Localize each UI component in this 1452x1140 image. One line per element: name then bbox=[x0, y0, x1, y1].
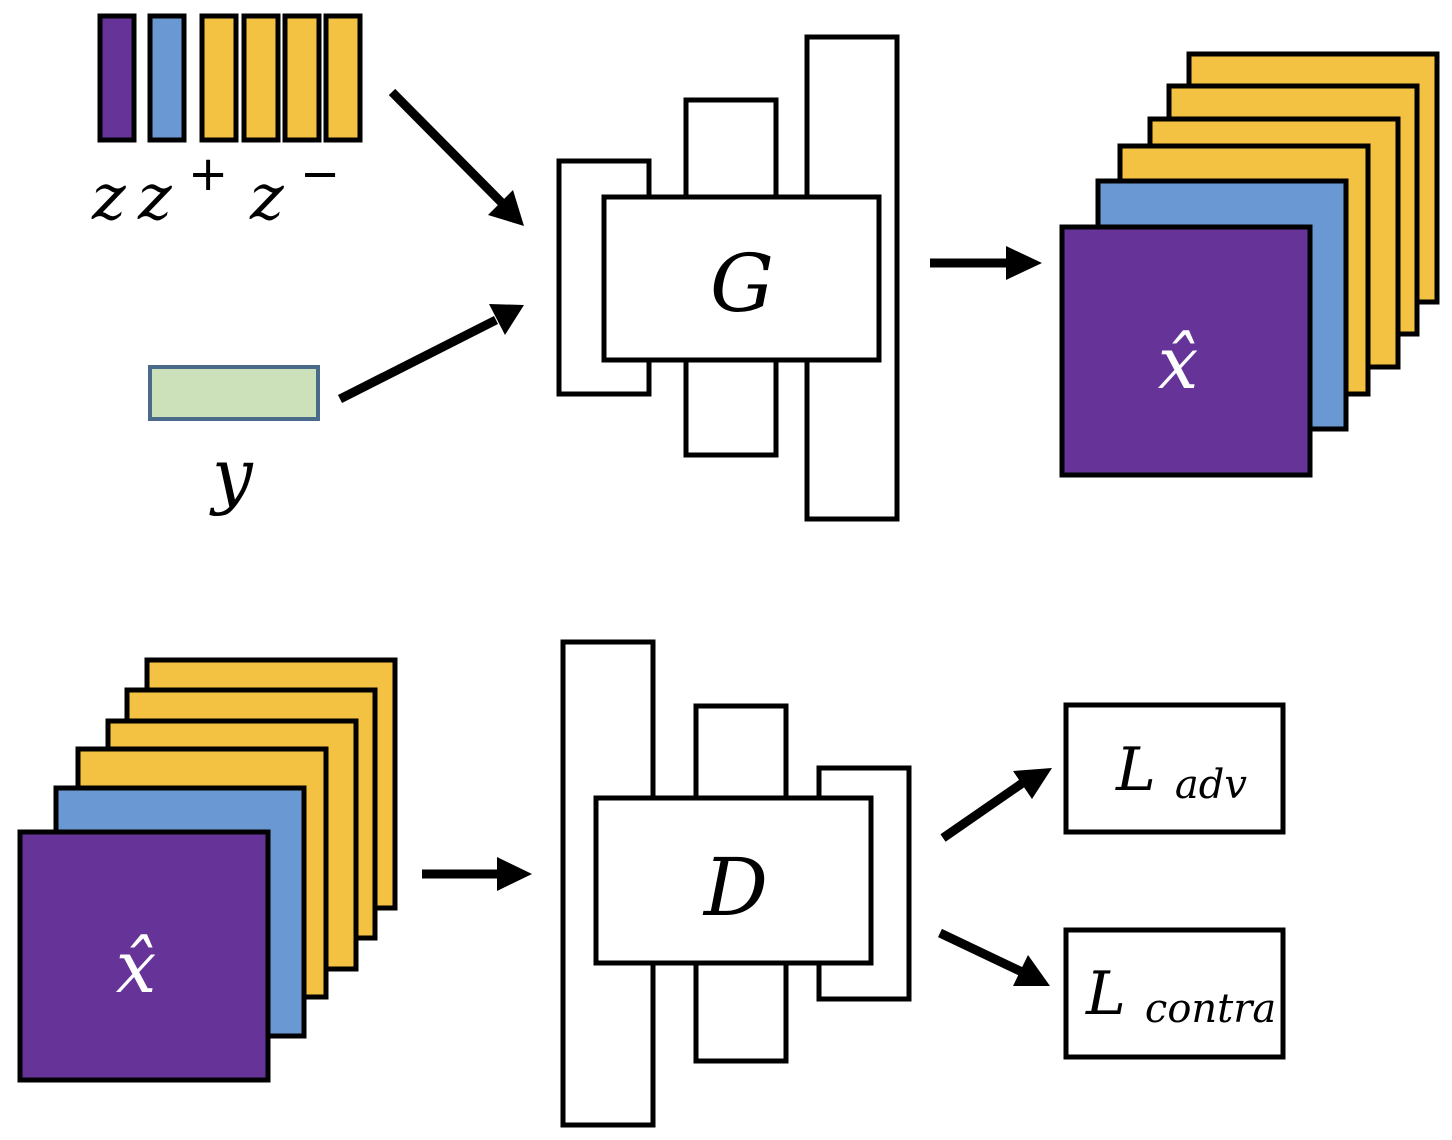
arrowhead-d-to-contra bbox=[1013, 955, 1050, 986]
latent-segment-z bbox=[97, 13, 137, 143]
label-z: z bbox=[91, 161, 127, 235]
d-label: D bbox=[702, 841, 768, 934]
arrow-d-to-contra bbox=[938, 928, 1024, 977]
discriminator-input-stack bbox=[17, 657, 398, 1083]
discriminator-network: D bbox=[560, 639, 912, 1128]
generator-network: G bbox=[556, 34, 900, 522]
loss-contra-box: L contra bbox=[1063, 927, 1286, 1060]
arrowhead-input-to-d bbox=[497, 857, 532, 891]
generated-output-layer-6 bbox=[1059, 224, 1313, 478]
discriminator-section: x̂ D L adv L contr bbox=[17, 639, 1286, 1128]
arrowhead-latent-to-g bbox=[488, 190, 524, 226]
loss-adv-frame bbox=[1063, 702, 1286, 835]
arrow-y-to-g bbox=[337, 315, 499, 404]
latent-code bbox=[97, 13, 363, 143]
label-z-pos-sup: + bbox=[188, 146, 228, 202]
arrowhead-g-to-output bbox=[1006, 246, 1042, 280]
arrow-latent-to-g bbox=[388, 88, 506, 207]
loss-contra-main: L bbox=[1085, 959, 1126, 1029]
latent-segment-z-neg-2 bbox=[241, 13, 281, 143]
loss-contra-text: L contra bbox=[1085, 959, 1276, 1032]
discriminator-input-layer-6 bbox=[17, 829, 271, 1083]
arrowhead-y-to-g bbox=[489, 304, 524, 335]
label-z-neg: z bbox=[249, 161, 285, 235]
loss-contra-sub: contra bbox=[1145, 986, 1276, 1032]
latent-segment-z-neg-3 bbox=[282, 13, 322, 143]
label-z-pos: z bbox=[137, 161, 173, 235]
generated-output-stack bbox=[1059, 51, 1440, 478]
generator-section: z z + z − y G x̂ bbox=[91, 13, 1440, 522]
label-y: y bbox=[209, 433, 254, 517]
loss-adv-text: L adv bbox=[1115, 735, 1247, 808]
g-center-box bbox=[601, 194, 882, 363]
arrowhead-d-to-adv bbox=[1013, 768, 1052, 799]
latent-segment-z-pos bbox=[147, 13, 187, 143]
label-z-neg-sup: − bbox=[300, 146, 340, 202]
loss-adv-sub: adv bbox=[1175, 762, 1247, 808]
loss-contra-frame bbox=[1063, 927, 1286, 1060]
generated-output-label: x̂ bbox=[1158, 321, 1199, 405]
g-label: G bbox=[710, 237, 774, 330]
arrow-d-to-adv bbox=[940, 778, 1027, 842]
discriminator-input-label: x̂ bbox=[116, 925, 157, 1009]
latent-segment-z-neg-1 bbox=[199, 13, 239, 143]
latent-segment-z-neg-4 bbox=[323, 13, 363, 143]
loss-adv-box: L adv bbox=[1063, 702, 1286, 835]
loss-adv-main: L bbox=[1115, 735, 1156, 805]
latent-labels: z z + z − bbox=[91, 146, 340, 235]
d-center-box bbox=[593, 795, 874, 966]
condition-y-bar bbox=[148, 365, 320, 421]
